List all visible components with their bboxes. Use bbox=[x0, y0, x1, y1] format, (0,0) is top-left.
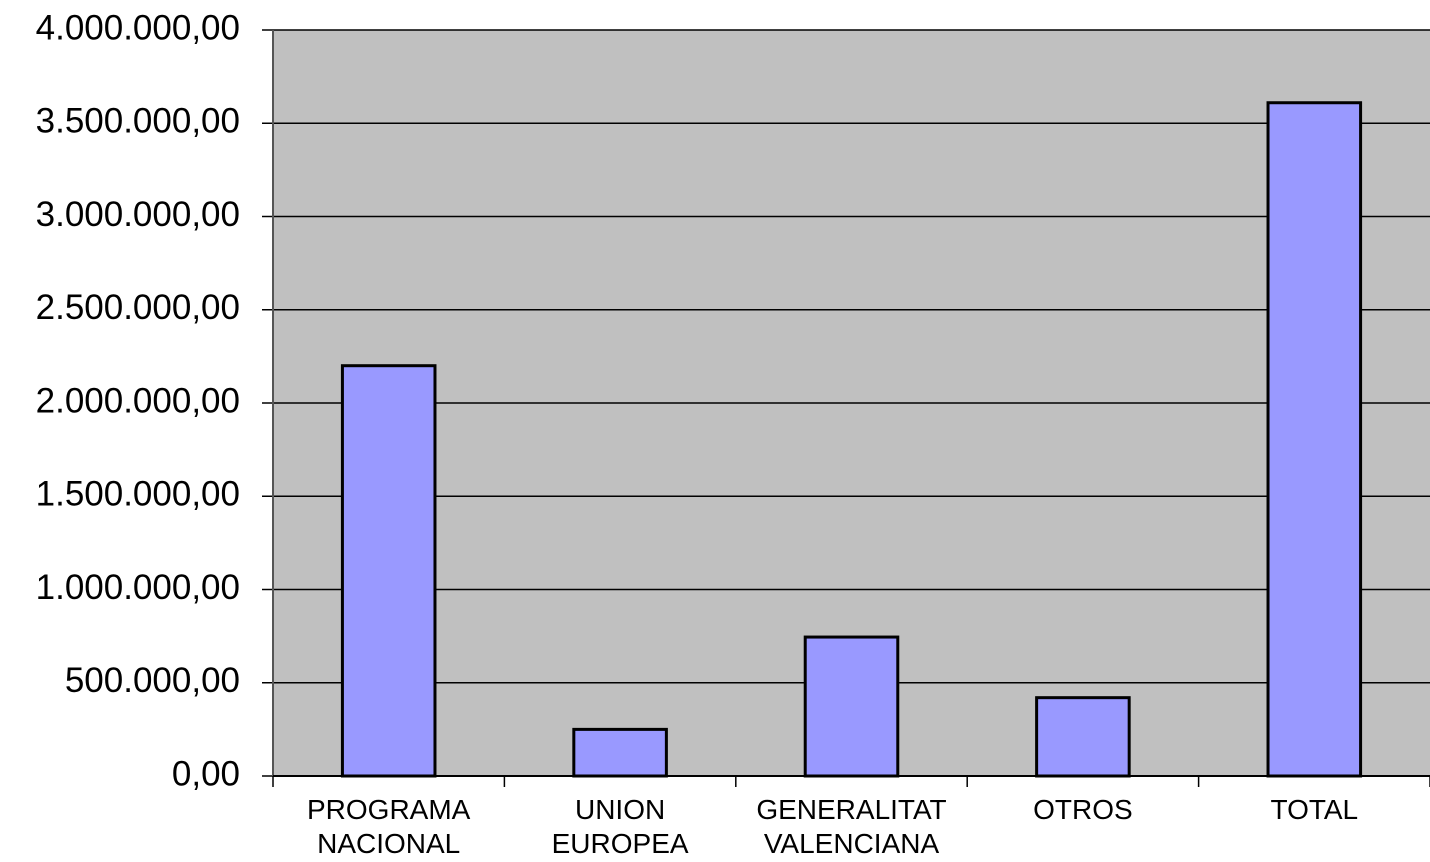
bar bbox=[1035, 696, 1131, 778]
x-tick-label: UNION EUROPEA bbox=[551, 794, 689, 859]
y-tick-label: 4.000.000,00 bbox=[36, 8, 240, 47]
y-tick-label: 3.500.000,00 bbox=[36, 102, 240, 141]
y-tick-label: 1.000.000,00 bbox=[36, 568, 240, 607]
y-tick-label: 500.000,00 bbox=[65, 661, 240, 700]
bar bbox=[572, 727, 668, 778]
x-tick-label: PROGRAMA NACIONAL bbox=[307, 794, 471, 859]
bar bbox=[340, 364, 437, 778]
y-tick-label: 0,00 bbox=[172, 754, 240, 793]
y-tick-label: 1.500.000,00 bbox=[36, 475, 240, 514]
bar bbox=[803, 635, 900, 778]
y-tick-label: 2.500.000,00 bbox=[36, 288, 240, 327]
x-tick-label: OTROS bbox=[1033, 794, 1133, 825]
y-tick-label: 3.000.000,00 bbox=[36, 195, 240, 234]
bar bbox=[1266, 101, 1363, 778]
x-tick-label: TOTAL bbox=[1270, 794, 1359, 825]
y-tick-label: 2.000.000,00 bbox=[36, 381, 240, 420]
x-tick-label: GENERALITAT VALENCIANA bbox=[756, 794, 947, 859]
